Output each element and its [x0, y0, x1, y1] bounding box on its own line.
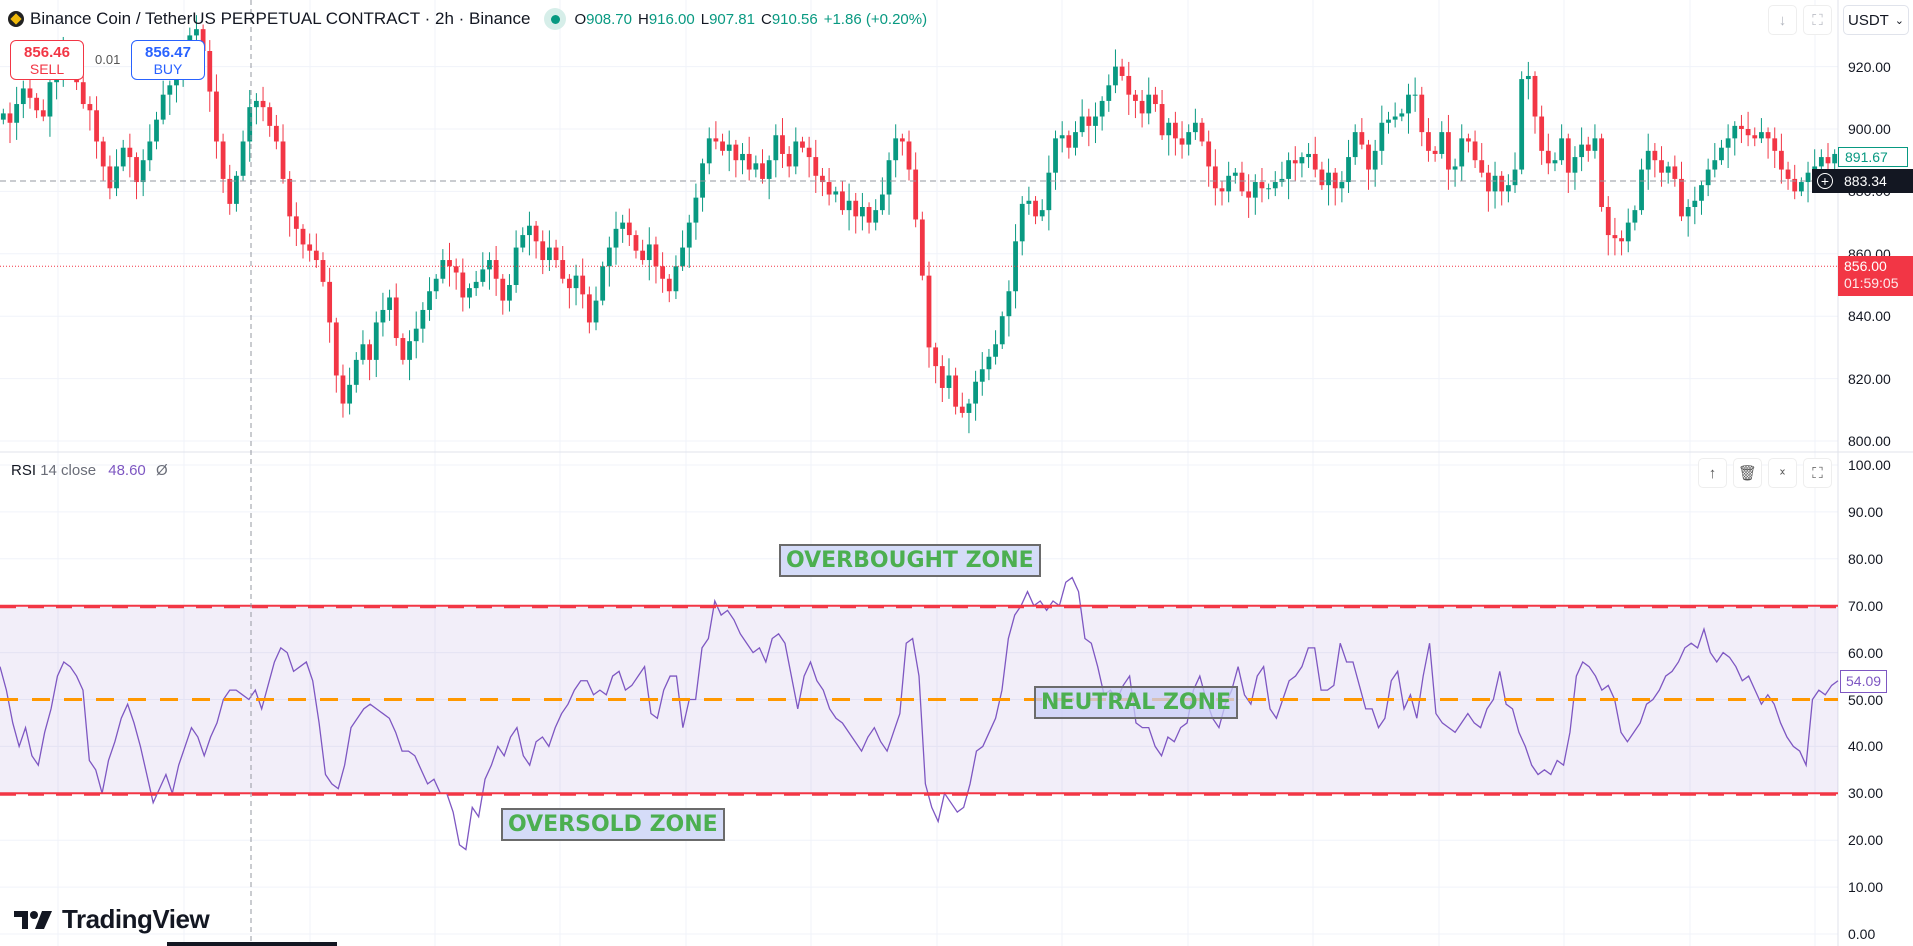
sell-label: SELL [29, 61, 65, 77]
rsi-line [0, 576, 1839, 851]
collapse-pane-button[interactable]: ⌄ ⌃ [1768, 458, 1797, 488]
scroll-to-realtime-button[interactable]: ↓ [1768, 5, 1797, 35]
rsi-label: RSI [11, 462, 37, 479]
trash-icon: 🗑 [1737, 465, 1758, 482]
buy-label: BUY [153, 61, 183, 77]
rsi-axis-tick: 60.00 [1848, 644, 1884, 661]
delete-pane-button[interactable]: 🗑 [1733, 458, 1762, 488]
chart-overlays [0, 0, 1838, 946]
last-price: 856.00 [1844, 258, 1887, 274]
tradingview-logo-icon [14, 910, 52, 929]
price-axis-tick: 900.00 [1848, 121, 1891, 137]
price-axis-tick: 820.00 [1848, 370, 1891, 387]
bar-countdown: 01:59:05 [1844, 275, 1899, 291]
ohlc-change: +1.86 (+0.20%) [823, 10, 928, 28]
price-axis-tick: 800.00 [1848, 433, 1891, 449]
rsi-axis-tick: 30.00 [1848, 785, 1884, 802]
rsi-params: 14 close [40, 462, 97, 479]
add-order-button[interactable]: + [1812, 169, 1838, 193]
market-status-icon[interactable] [544, 8, 567, 30]
neutral-zone-label[interactable]: NEUTRAL ZONE [1034, 686, 1239, 719]
collapse-icon: ⌄ ⌃ [1777, 463, 1788, 483]
plus-icon: + [1817, 173, 1833, 189]
buy-button[interactable]: 856.47 BUY [131, 40, 205, 80]
candlestick-series [0, 15, 1838, 434]
ohlc-high: H916.00 [638, 10, 695, 28]
ohlc-close: C910.56 [760, 10, 818, 28]
rsi-axis-tick: 40.00 [1848, 738, 1884, 755]
rsi-axis-tick: 100.00 [1848, 457, 1891, 473]
crosshair-price-tag: 883.34 [1838, 169, 1913, 193]
arrow-up-icon: ↑ [1708, 464, 1717, 482]
maximize-chart-button[interactable]: ⛶ [1803, 5, 1832, 35]
rsi-axis-tick: 70.00 [1848, 597, 1884, 614]
maximize-icon: ⛶ [1812, 11, 1823, 29]
rsi-axis-tick: 0.00 [1848, 926, 1876, 942]
rsi-value: 48.60 [108, 462, 146, 479]
move-pane-up-button[interactable]: ↑ [1698, 458, 1727, 488]
high-price-tag: 891.67 [1838, 147, 1908, 167]
buy-price: 856.47 [145, 44, 191, 61]
rsi-legend[interactable]: RSI 14 close 48.60 Ø [11, 462, 168, 479]
last-price-tag: 856.00 01:59:05 [1838, 256, 1913, 296]
rsi-null-value: Ø [155, 462, 168, 479]
sell-price: 856.46 [24, 44, 70, 61]
rsi-axis-tick: 50.00 [1848, 691, 1884, 708]
currency-select[interactable]: USDT ⌄ [1843, 5, 1909, 35]
maximize-icon: ⛶ [1812, 464, 1823, 482]
overbought-zone-label[interactable]: OVERBOUGHT ZONE [779, 544, 1041, 577]
maximize-pane-button[interactable]: ⛶ [1803, 458, 1832, 488]
arrow-down-icon: ↓ [1778, 11, 1787, 29]
ohlc-low: L907.81 [700, 10, 755, 28]
price-axis-tick: 840.00 [1848, 308, 1891, 325]
price-axis-tick: 920.00 [1848, 58, 1891, 75]
rsi-current-tag: 54.09 [1840, 670, 1888, 693]
rsi-axis-tick: 90.00 [1848, 503, 1884, 520]
oversold-zone-label[interactable]: OVERSOLD ZONE [501, 808, 725, 841]
rsi-axis-tick: 10.00 [1848, 879, 1884, 896]
time-scrollbar[interactable] [167, 942, 337, 946]
spread-value: 0.01 [95, 52, 121, 67]
symbol-title[interactable]: Binance Coin / TetherUS PERPETUAL CONTRA… [30, 9, 531, 28]
ohlc-open: O908.70 [574, 10, 632, 28]
rsi-axis-tick: 20.00 [1848, 832, 1884, 849]
bnb-coin-icon [8, 11, 24, 27]
sell-button[interactable]: 856.46 SELL [10, 40, 84, 80]
symbol-legend: Binance Coin / TetherUS PERPETUAL CONTRA… [8, 8, 933, 30]
rsi-axis-tick: 80.00 [1848, 550, 1884, 567]
tradingview-logo[interactable]: TradingView [14, 904, 210, 935]
rsi-band-fill [0, 605, 1838, 794]
chevron-down-icon: ⌄ [1894, 14, 1904, 27]
